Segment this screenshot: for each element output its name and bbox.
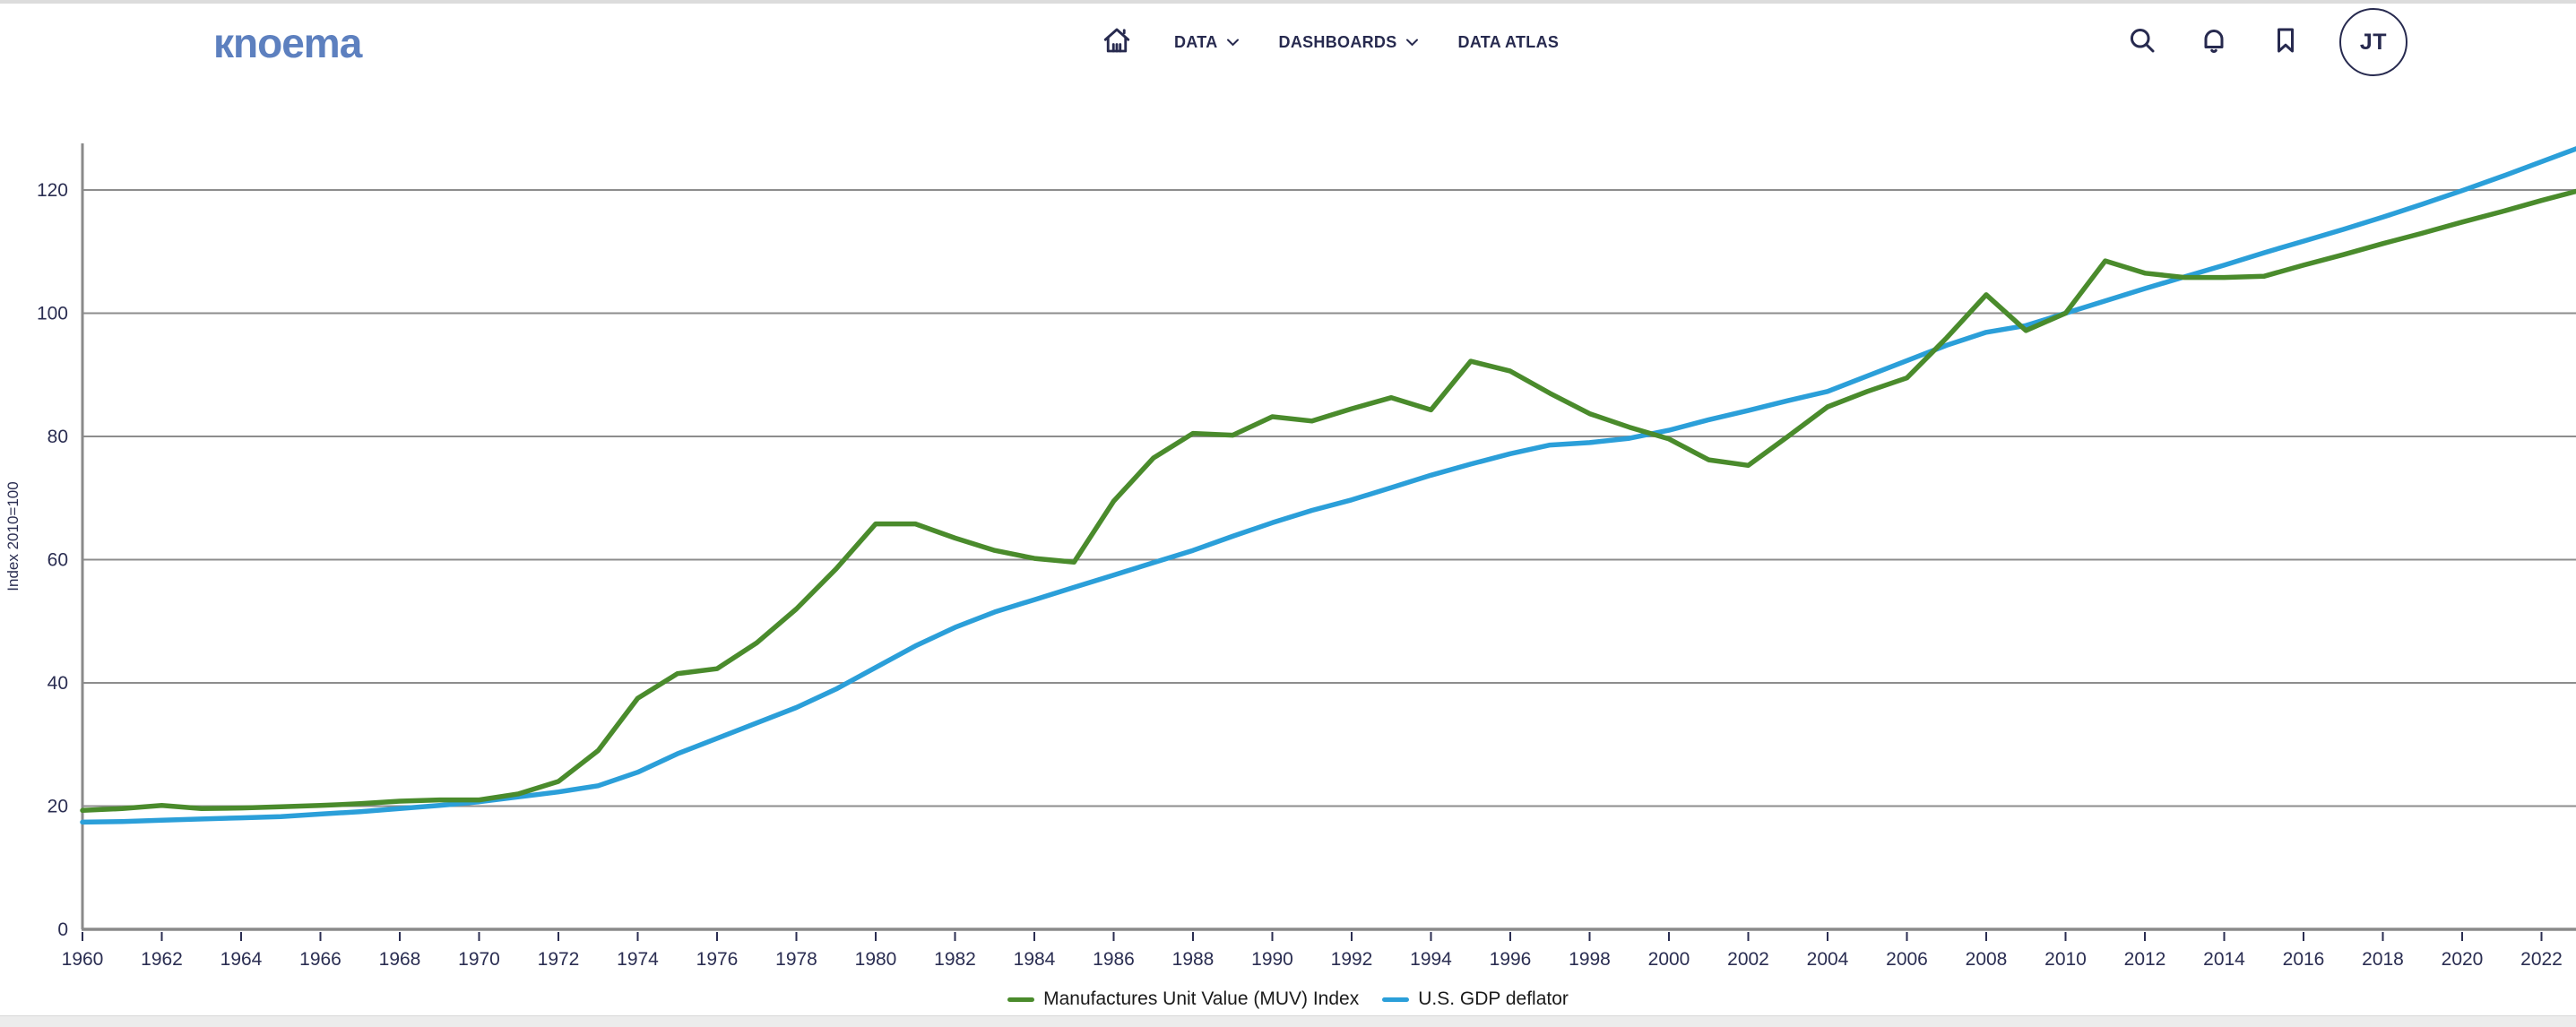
search-icon <box>2126 24 2158 61</box>
x-tick-label-2016: 2016 <box>2283 949 2325 970</box>
notifications-button[interactable] <box>2196 24 2232 60</box>
line-chart: 0 20 40 60 80 100 120 1960 1962 1964 1966 1968 1970 1… <box>4 143 2576 970</box>
x-tick-label-1976: 1976 <box>696 949 739 970</box>
page-top-strip <box>0 0 2576 4</box>
y-tick-label-100: 100 <box>37 304 68 324</box>
x-tick-label-1964: 1964 <box>220 949 263 970</box>
nav-item-data-atlas[interactable]: DATA ATLAS <box>1458 33 1560 52</box>
main-nav: DATA DASHBOARDS DATA ATLAS <box>1099 4 1559 81</box>
knoema-logo[interactable]: кnoema <box>213 20 362 66</box>
x-tick-label-1994: 1994 <box>1410 949 1452 970</box>
search-button[interactable] <box>2124 24 2160 60</box>
x-tick-label-1986: 1986 <box>1093 949 1135 970</box>
x-tick-label-1962: 1962 <box>141 949 183 970</box>
nav-item-data[interactable]: DATA <box>1174 33 1240 52</box>
chevron-down-icon <box>1405 38 1419 47</box>
user-avatar[interactable]: JT <box>2339 8 2407 76</box>
muv-line-swatch <box>1007 997 1035 1002</box>
x-tick-label-2014: 2014 <box>2203 949 2245 970</box>
x-tick-label-1988: 1988 <box>1172 949 1215 970</box>
x-tick-label-2000: 2000 <box>1648 949 1690 970</box>
x-tick-label-1998: 1998 <box>1569 949 1611 970</box>
nav-item-dashboards[interactable]: DASHBOARDS <box>1279 33 1419 52</box>
series-line-muv[interactable] <box>80 188 2576 814</box>
x-tick-label-1996: 1996 <box>1490 949 1532 970</box>
x-tick-label-2006: 2006 <box>1886 949 1928 970</box>
x-tick-label-2008: 2008 <box>1966 949 2008 970</box>
x-tick-label-1984: 1984 <box>1014 949 1056 970</box>
gdp-deflator-line-swatch <box>1382 997 1410 1002</box>
y-tick-label-40: 40 <box>48 673 68 694</box>
x-tick-label-1980: 1980 <box>855 949 897 970</box>
x-tick-label-1982: 1982 <box>934 949 976 970</box>
nav-item-data-label: DATA <box>1174 32 1218 51</box>
x-tick-label-1968: 1968 <box>379 949 421 970</box>
site-header: кnoema DATA DASHBOARDS <box>0 4 2576 81</box>
chart-legend: Manufactures Unit Value (MUV) Index U.S.… <box>0 983 2576 1015</box>
legend-item-muv[interactable]: Manufactures Unit Value (MUV) Index <box>1007 988 1359 1010</box>
y-axis-title: Index 2010=100 <box>4 481 22 591</box>
page-bottom-strip <box>0 1015 2576 1027</box>
bookmark-icon <box>2269 24 2302 61</box>
avatar-initials: JT <box>2359 29 2388 55</box>
legend-label-muv: Manufactures Unit Value (MUV) Index <box>1043 988 1360 1009</box>
chart-area: 0 20 40 60 80 100 120 1960 1962 1964 1966 1968 1970 1… <box>0 79 2576 1016</box>
x-tick-label-2010: 2010 <box>2044 949 2087 970</box>
y-tick-label-20: 20 <box>48 797 68 817</box>
x-tick-label-2020: 2020 <box>2442 949 2484 970</box>
nav-item-data-atlas-label: DATA ATLAS <box>1457 32 1560 51</box>
x-tick-label-2012: 2012 <box>2124 949 2166 970</box>
x-tick-label-2004: 2004 <box>1807 949 1849 970</box>
x-tick-label-1992: 1992 <box>1331 949 1373 970</box>
legend-label-gdp-deflator: U.S. GDP deflator <box>1418 988 1569 1009</box>
x-tick-label-1974: 1974 <box>617 949 659 970</box>
x-tick-label-1990: 1990 <box>1251 949 1293 970</box>
y-tick-label-80: 80 <box>48 427 68 447</box>
y-tick-label-0: 0 <box>57 919 68 940</box>
header-actions: JT <box>2124 4 2407 81</box>
y-tick-label-120: 120 <box>37 180 68 201</box>
y-tick-label-60: 60 <box>48 550 68 571</box>
home-icon <box>1101 24 1133 61</box>
x-tick-label-2022: 2022 <box>2520 949 2563 970</box>
nav-item-dashboards-label: DASHBOARDS <box>1278 32 1397 51</box>
bookmarks-button[interactable] <box>2268 24 2304 60</box>
x-tick-label-1972: 1972 <box>538 949 580 970</box>
x-tick-label-1960: 1960 <box>62 949 104 970</box>
x-tick-label-1970: 1970 <box>458 949 500 970</box>
x-tick-label-2018: 2018 <box>2362 949 2404 970</box>
x-tick-label-2002: 2002 <box>1727 949 1769 970</box>
bell-icon <box>2198 24 2230 61</box>
series-line-gdp-deflator[interactable] <box>80 146 2576 825</box>
x-tick-label-1978: 1978 <box>775 949 817 970</box>
legend-item-gdp-deflator[interactable]: U.S. GDP deflator <box>1382 988 1569 1010</box>
home-button[interactable] <box>1099 24 1135 60</box>
chevron-down-icon <box>1226 38 1240 47</box>
x-tick-label-1966: 1966 <box>299 949 341 970</box>
